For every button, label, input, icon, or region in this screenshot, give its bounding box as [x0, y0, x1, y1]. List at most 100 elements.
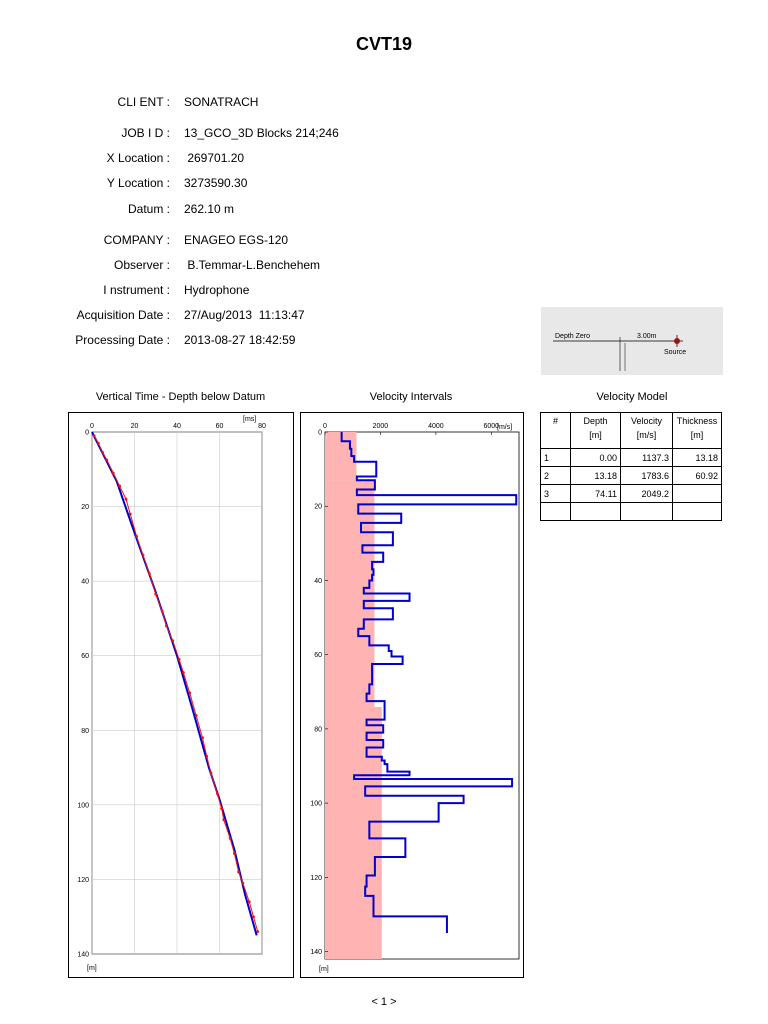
y-tick-label: 140: [310, 949, 322, 956]
x-tick-label: 20: [131, 423, 139, 430]
velocity-intervals-chart: 0 2000 4000 6000 0 20 40 60 80 100 120 140 [m/s] [m]: [310, 423, 520, 973]
y-tick-label: 0: [85, 430, 89, 437]
table-cell: 13.18: [570, 466, 621, 485]
header-cell: Depth [m]: [570, 412, 621, 449]
info-row: Y Location : 3273590.30: [0, 176, 520, 192]
table-row: 1 0.00 1137.3 13.18: [540, 448, 722, 467]
info-value: 269701.20: [184, 151, 245, 165]
info-row: COMPANY : ENAGEO EGS-120: [0, 233, 520, 249]
y-tick-label: 80: [314, 726, 322, 733]
table-cell: 1783.6: [620, 466, 673, 485]
velocity-model-header-row: # Depth [m] Velocity [m/s] Thickness [m]: [540, 412, 722, 449]
x-axis-label: [m/s]: [497, 424, 512, 431]
table-cell: [672, 484, 722, 503]
info-row: JOB I D : 13_GCO_3D Blocks 214;246: [0, 126, 520, 142]
info-value: 13_GCO_3D Blocks 214;246: [184, 126, 339, 140]
velocity-model-title: Velocity Model: [596, 391, 668, 403]
info-label: Datum :: [127, 202, 170, 216]
x-tick-label: 2000: [373, 423, 389, 430]
y-tick-label: 120: [77, 877, 89, 884]
table-cell: [620, 502, 673, 521]
picked-time-point: [188, 691, 192, 695]
info-value: 3273590.30: [184, 176, 248, 190]
y-tick-label: 40: [314, 578, 322, 585]
offset-label: 3.00m: [637, 333, 657, 340]
y-tick-label: 140: [77, 952, 89, 959]
x-tick-label: 0: [90, 423, 94, 430]
source-icon: [671, 335, 683, 347]
y-tick-label: 0: [318, 430, 322, 437]
picked-time-point: [96, 441, 100, 445]
info-label: CLI ENT :: [117, 95, 170, 109]
y-tick-label: 60: [81, 653, 89, 660]
info-label: JOB I D :: [121, 126, 170, 140]
table-cell: 60.92: [672, 466, 722, 485]
x-axis-label: [ms]: [243, 416, 256, 423]
info-label: Acquisition Date :: [76, 308, 170, 322]
y-tick-label: 40: [81, 579, 89, 586]
y-tick-label: 20: [81, 504, 89, 511]
info-value: ENAGEO EGS-120: [184, 233, 289, 247]
table-cell: [540, 502, 571, 521]
picked-time-point: [222, 818, 226, 822]
time-depth-panel: 0 20 40 60 80 0 20 40 60 80 100 120 140 [ms] [m]: [68, 412, 294, 978]
picked-time-point: [154, 592, 158, 596]
table-row: 3 74.11 2049.2: [540, 484, 722, 503]
table-cell: 2: [540, 466, 571, 485]
picked-time-point: [220, 807, 224, 810]
model-velocity-band: [325, 707, 382, 959]
table-cell: 13.18: [672, 448, 722, 467]
x-tick-label: 60: [216, 423, 224, 430]
x-tick-label: 0: [323, 423, 327, 430]
info-label: Processing Date :: [75, 333, 170, 347]
info-row: Acquisition Date : 27/Aug/2013 11:13:47: [0, 308, 520, 324]
info-value: SONATRACH: [184, 95, 259, 109]
y-tick-label: 80: [81, 728, 89, 735]
info-label: Y Location :: [106, 176, 170, 190]
picked-time-point: [177, 658, 181, 661]
velocity-intervals-panel: 0 2000 4000 6000 0 20 40 60 80 100 120 140 [m/s] [m]: [300, 412, 524, 978]
picked-time-point: [181, 671, 185, 674]
info-value: 262.10 m: [184, 202, 235, 216]
document-title: CVT19: [355, 34, 413, 54]
info-row: I nstrument : Hydrophone: [0, 283, 520, 299]
picked-time-point: [247, 900, 251, 904]
source-label: Source: [664, 349, 686, 356]
picked-time-point: [164, 624, 168, 628]
table-cell: 1137.3: [620, 448, 673, 467]
table-row: 2 13.18 1783.6 60.92: [540, 466, 722, 485]
picked-time-point: [128, 512, 132, 516]
picked-time-point: [215, 792, 219, 796]
info-row: Observer : B.Temmar-L.Benchehem: [0, 258, 520, 274]
header-cell: Thickness [m]: [672, 412, 722, 449]
info-value: Hydrophone: [184, 283, 250, 297]
x-tick-label: 80: [258, 423, 266, 430]
picked-time-point: [256, 930, 260, 934]
velocity-intervals-title: Velocity Intervals: [369, 391, 453, 403]
picked-time-point: [252, 915, 255, 919]
picked-time-point: [124, 497, 128, 501]
x-tick-label: 4000: [428, 423, 444, 430]
y-axis-label: [m]: [319, 966, 329, 973]
y-tick-label: 120: [310, 875, 322, 882]
picked-time-point: [241, 881, 245, 885]
table-row: [540, 502, 722, 521]
header-cell: Velocity [m/s]: [620, 412, 673, 449]
picked-time-point: [92, 434, 96, 438]
info-value: B.Temmar-L.Benchehem: [184, 258, 321, 272]
info-value: 27/Aug/2013 11:13:47: [184, 308, 305, 322]
model-time-depth-line: [91, 431, 258, 936]
y-tick-label: 20: [314, 504, 322, 511]
info-row: Datum : 262.10 m: [0, 202, 520, 218]
picked-time-point: [171, 639, 175, 643]
picked-time-point: [209, 771, 213, 775]
picked-time-point: [232, 851, 236, 855]
table-cell: 3: [540, 484, 571, 503]
picked-time-point: [237, 870, 241, 874]
table-cell: 2049.2: [620, 484, 673, 503]
table-cell: [672, 502, 722, 521]
picked-time-point: [105, 458, 109, 462]
table-cell: [570, 502, 621, 521]
picked-time-point: [147, 572, 151, 576]
